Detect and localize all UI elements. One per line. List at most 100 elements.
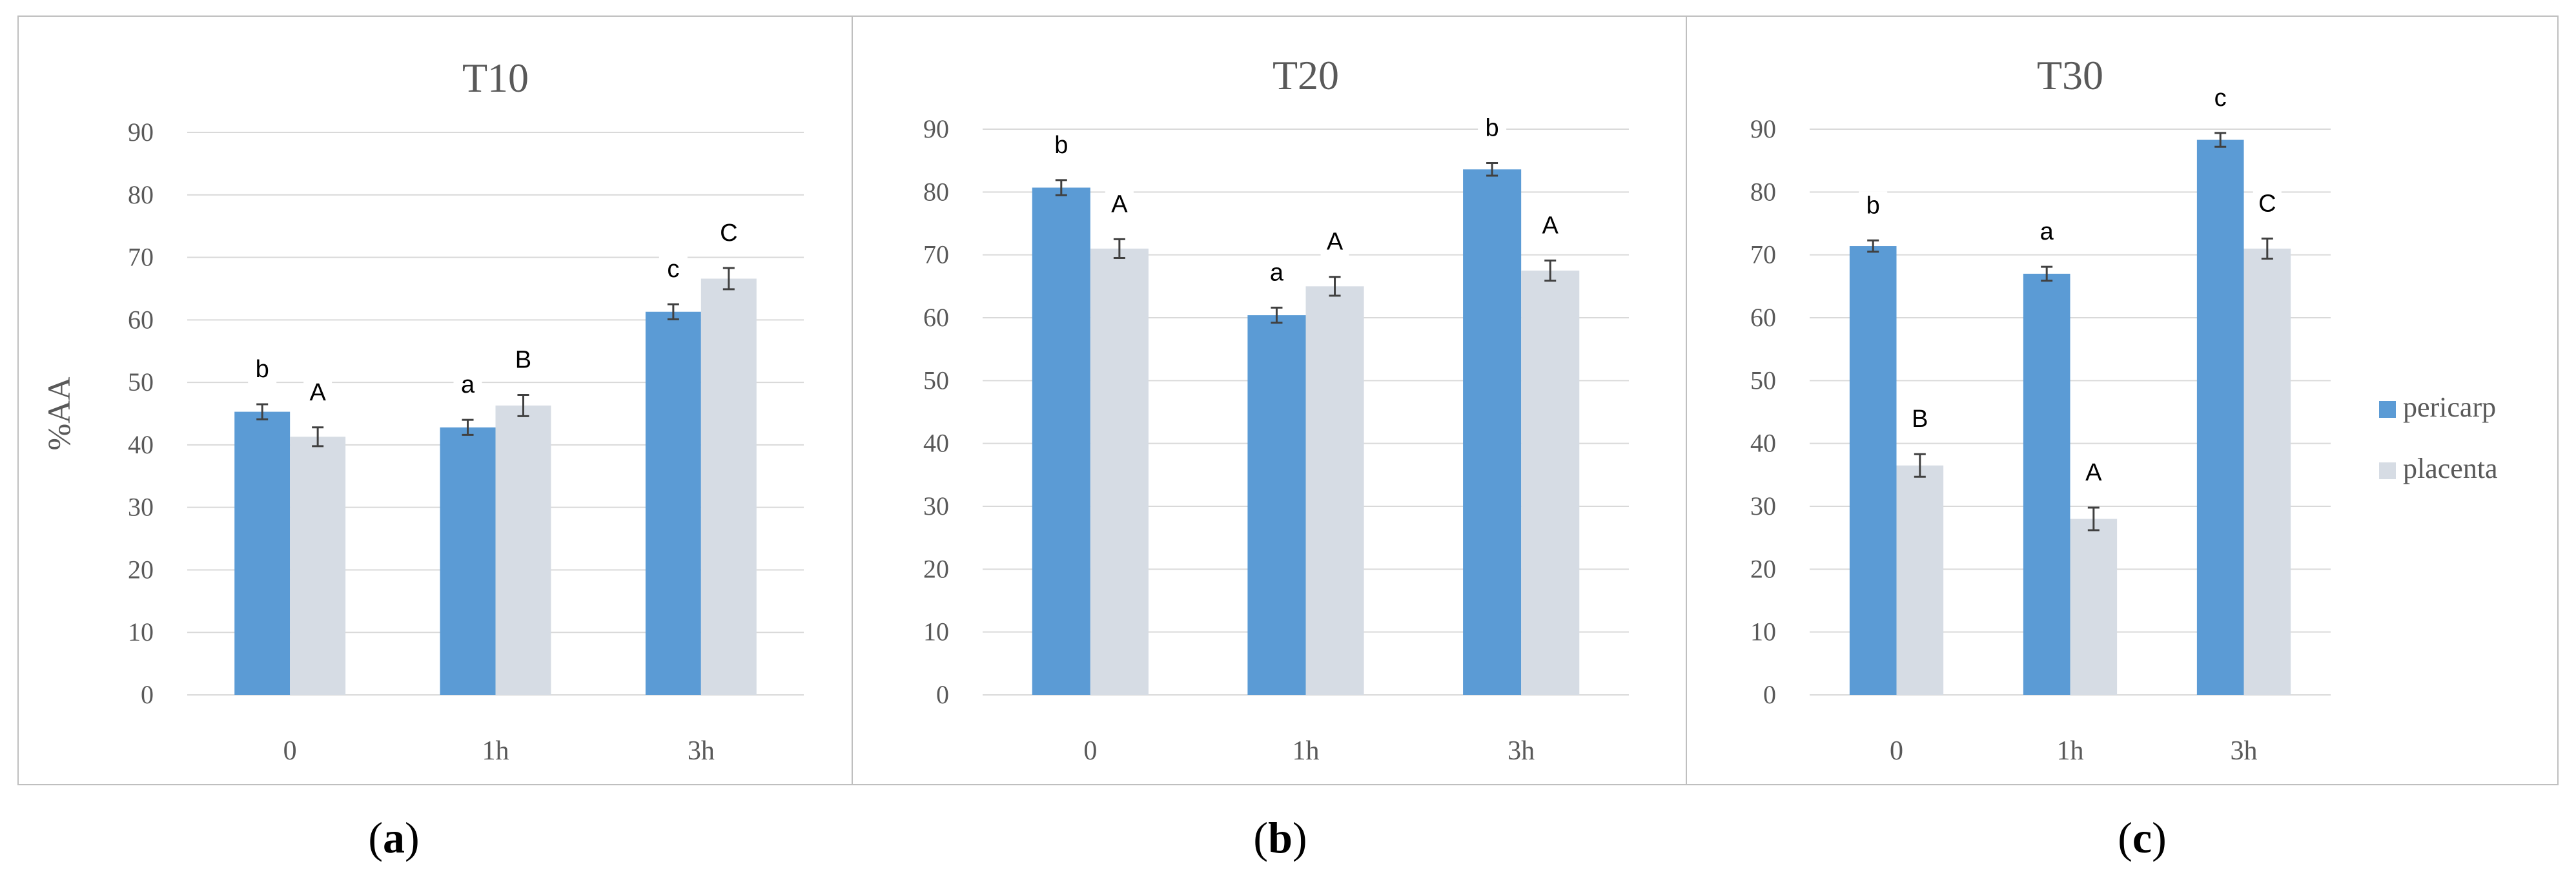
bar-pericarp xyxy=(1032,187,1090,695)
y-tick-label: 90 xyxy=(923,114,949,143)
bar-placenta xyxy=(1521,271,1580,695)
y-tick-label: 50 xyxy=(923,366,949,395)
panel-label-close: ) xyxy=(405,813,420,862)
bar-placenta xyxy=(1896,465,1944,695)
panel-label-letter: a xyxy=(383,813,405,862)
y-tick-label: 20 xyxy=(1750,554,1776,583)
significance-letter: b xyxy=(1054,132,1068,159)
significance-letter: b xyxy=(1866,192,1880,219)
x-tick-label: 0 xyxy=(1890,736,1903,766)
legend-swatch-pericarp xyxy=(2379,401,2396,418)
letter-backdrop xyxy=(1262,258,1291,289)
bar-pericarp xyxy=(1247,315,1306,695)
y-tick-label: 50 xyxy=(1750,366,1776,395)
letter-backdrop xyxy=(303,378,332,408)
y-tick-label: 40 xyxy=(923,429,949,458)
bar-pericarp xyxy=(2023,273,2070,695)
x-tick-label: 0 xyxy=(1083,736,1097,766)
panel-label-close: ) xyxy=(1293,813,1307,862)
letter-backdrop xyxy=(2079,458,2108,488)
y-tick-label: 80 xyxy=(923,177,949,206)
panel-border xyxy=(1686,15,2559,785)
panel-label-open: ( xyxy=(2118,813,2132,862)
letter-backdrop xyxy=(509,346,538,376)
x-tick-label: 3h xyxy=(688,736,715,766)
panel-label-open: ( xyxy=(368,813,383,862)
y-tick-label: 30 xyxy=(923,491,949,521)
y-tick-label: 10 xyxy=(128,617,154,646)
x-tick-label: 3h xyxy=(2231,736,2258,766)
y-tick-label: 0 xyxy=(1763,680,1776,709)
y-tick-label: 90 xyxy=(1750,114,1776,143)
x-tick-label: 0 xyxy=(283,736,297,766)
letter-backdrop xyxy=(2253,189,2282,220)
significance-letter: A xyxy=(1111,191,1128,218)
y-tick-label: 70 xyxy=(1750,240,1776,269)
y-tick-label: 70 xyxy=(128,243,154,272)
bar-placenta xyxy=(700,278,757,696)
panel-label: (b) xyxy=(1253,813,1307,862)
y-tick-label: 90 xyxy=(128,118,154,147)
bar-placenta xyxy=(1090,248,1149,695)
x-tick-label: 1h xyxy=(482,736,509,766)
significance-letter: a xyxy=(461,371,475,398)
significance-letter: A xyxy=(1327,229,1344,256)
letter-backdrop xyxy=(659,255,688,285)
letter-backdrop xyxy=(1905,405,1934,435)
letter-backdrop xyxy=(1320,227,1349,258)
x-tick-label: 1h xyxy=(1293,736,1320,766)
x-tick-label: 3h xyxy=(1508,736,1535,766)
significance-letter: c xyxy=(667,256,679,283)
legend-label-placenta: placenta xyxy=(2403,453,2498,484)
letter-backdrop xyxy=(453,371,482,401)
significance-letter: C xyxy=(2258,190,2276,217)
panel-label-close: ) xyxy=(2152,813,2167,862)
y-tick-label: 30 xyxy=(1750,491,1776,521)
significance-letter: a xyxy=(1270,259,1284,286)
significance-letter: c xyxy=(2214,85,2227,112)
legend: pericarp placenta xyxy=(2379,391,2498,484)
panel-label-letter: b xyxy=(1268,813,1293,862)
x-tick-label: 1h xyxy=(2057,736,2084,766)
significance-letter: B xyxy=(1912,406,1928,433)
bar-pericarp xyxy=(1849,246,1897,695)
significance-letter: C xyxy=(720,220,737,247)
significance-letter: A xyxy=(2085,459,2102,486)
y-tick-label: 0 xyxy=(141,680,154,709)
bar-placenta xyxy=(495,405,551,695)
letter-backdrop xyxy=(1536,211,1565,242)
chart-title: T20 xyxy=(1273,52,1339,98)
letter-backdrop xyxy=(2206,83,2235,114)
bar-pericarp xyxy=(234,411,291,695)
y-tick-label: 80 xyxy=(1750,177,1776,206)
y-tick-label: 10 xyxy=(1750,617,1776,646)
letter-backdrop xyxy=(1478,114,1507,144)
y-axis-label: %AA xyxy=(41,377,77,451)
bar-placenta xyxy=(1305,286,1364,695)
panel-label-letter: c xyxy=(2132,813,2152,862)
chart-title: T10 xyxy=(462,55,529,101)
y-tick-label: 50 xyxy=(128,367,154,397)
panel-label-open: ( xyxy=(1253,813,1268,862)
significance-letter: b xyxy=(1486,115,1499,142)
y-tick-label: 80 xyxy=(128,180,154,209)
letter-backdrop xyxy=(1047,130,1076,161)
bar-placenta xyxy=(2244,248,2291,695)
bar-placenta xyxy=(2070,519,2118,695)
panel-label: (c) xyxy=(2118,813,2167,862)
y-tick-label: 30 xyxy=(128,493,154,522)
significance-letter: A xyxy=(1542,212,1559,239)
significance-letter: a xyxy=(2040,218,2054,245)
bar-pericarp xyxy=(2196,139,2244,696)
letter-backdrop xyxy=(248,355,277,385)
significance-letter: B xyxy=(515,346,531,373)
y-tick-label: 20 xyxy=(923,554,949,583)
y-tick-label: 40 xyxy=(128,430,154,459)
letter-backdrop xyxy=(714,219,743,249)
y-tick-label: 60 xyxy=(1750,303,1776,332)
letter-backdrop xyxy=(2032,218,2061,248)
